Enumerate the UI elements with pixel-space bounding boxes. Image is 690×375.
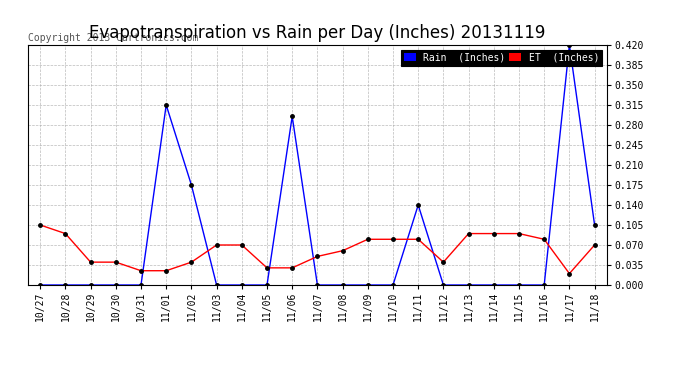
Text: Copyright 2013 Cartronics.com: Copyright 2013 Cartronics.com — [28, 33, 198, 43]
Legend: Rain  (Inches), ET  (Inches): Rain (Inches), ET (Inches) — [401, 50, 602, 66]
Title: Evapotranspiration vs Rain per Day (Inches) 20131119: Evapotranspiration vs Rain per Day (Inch… — [89, 24, 546, 42]
